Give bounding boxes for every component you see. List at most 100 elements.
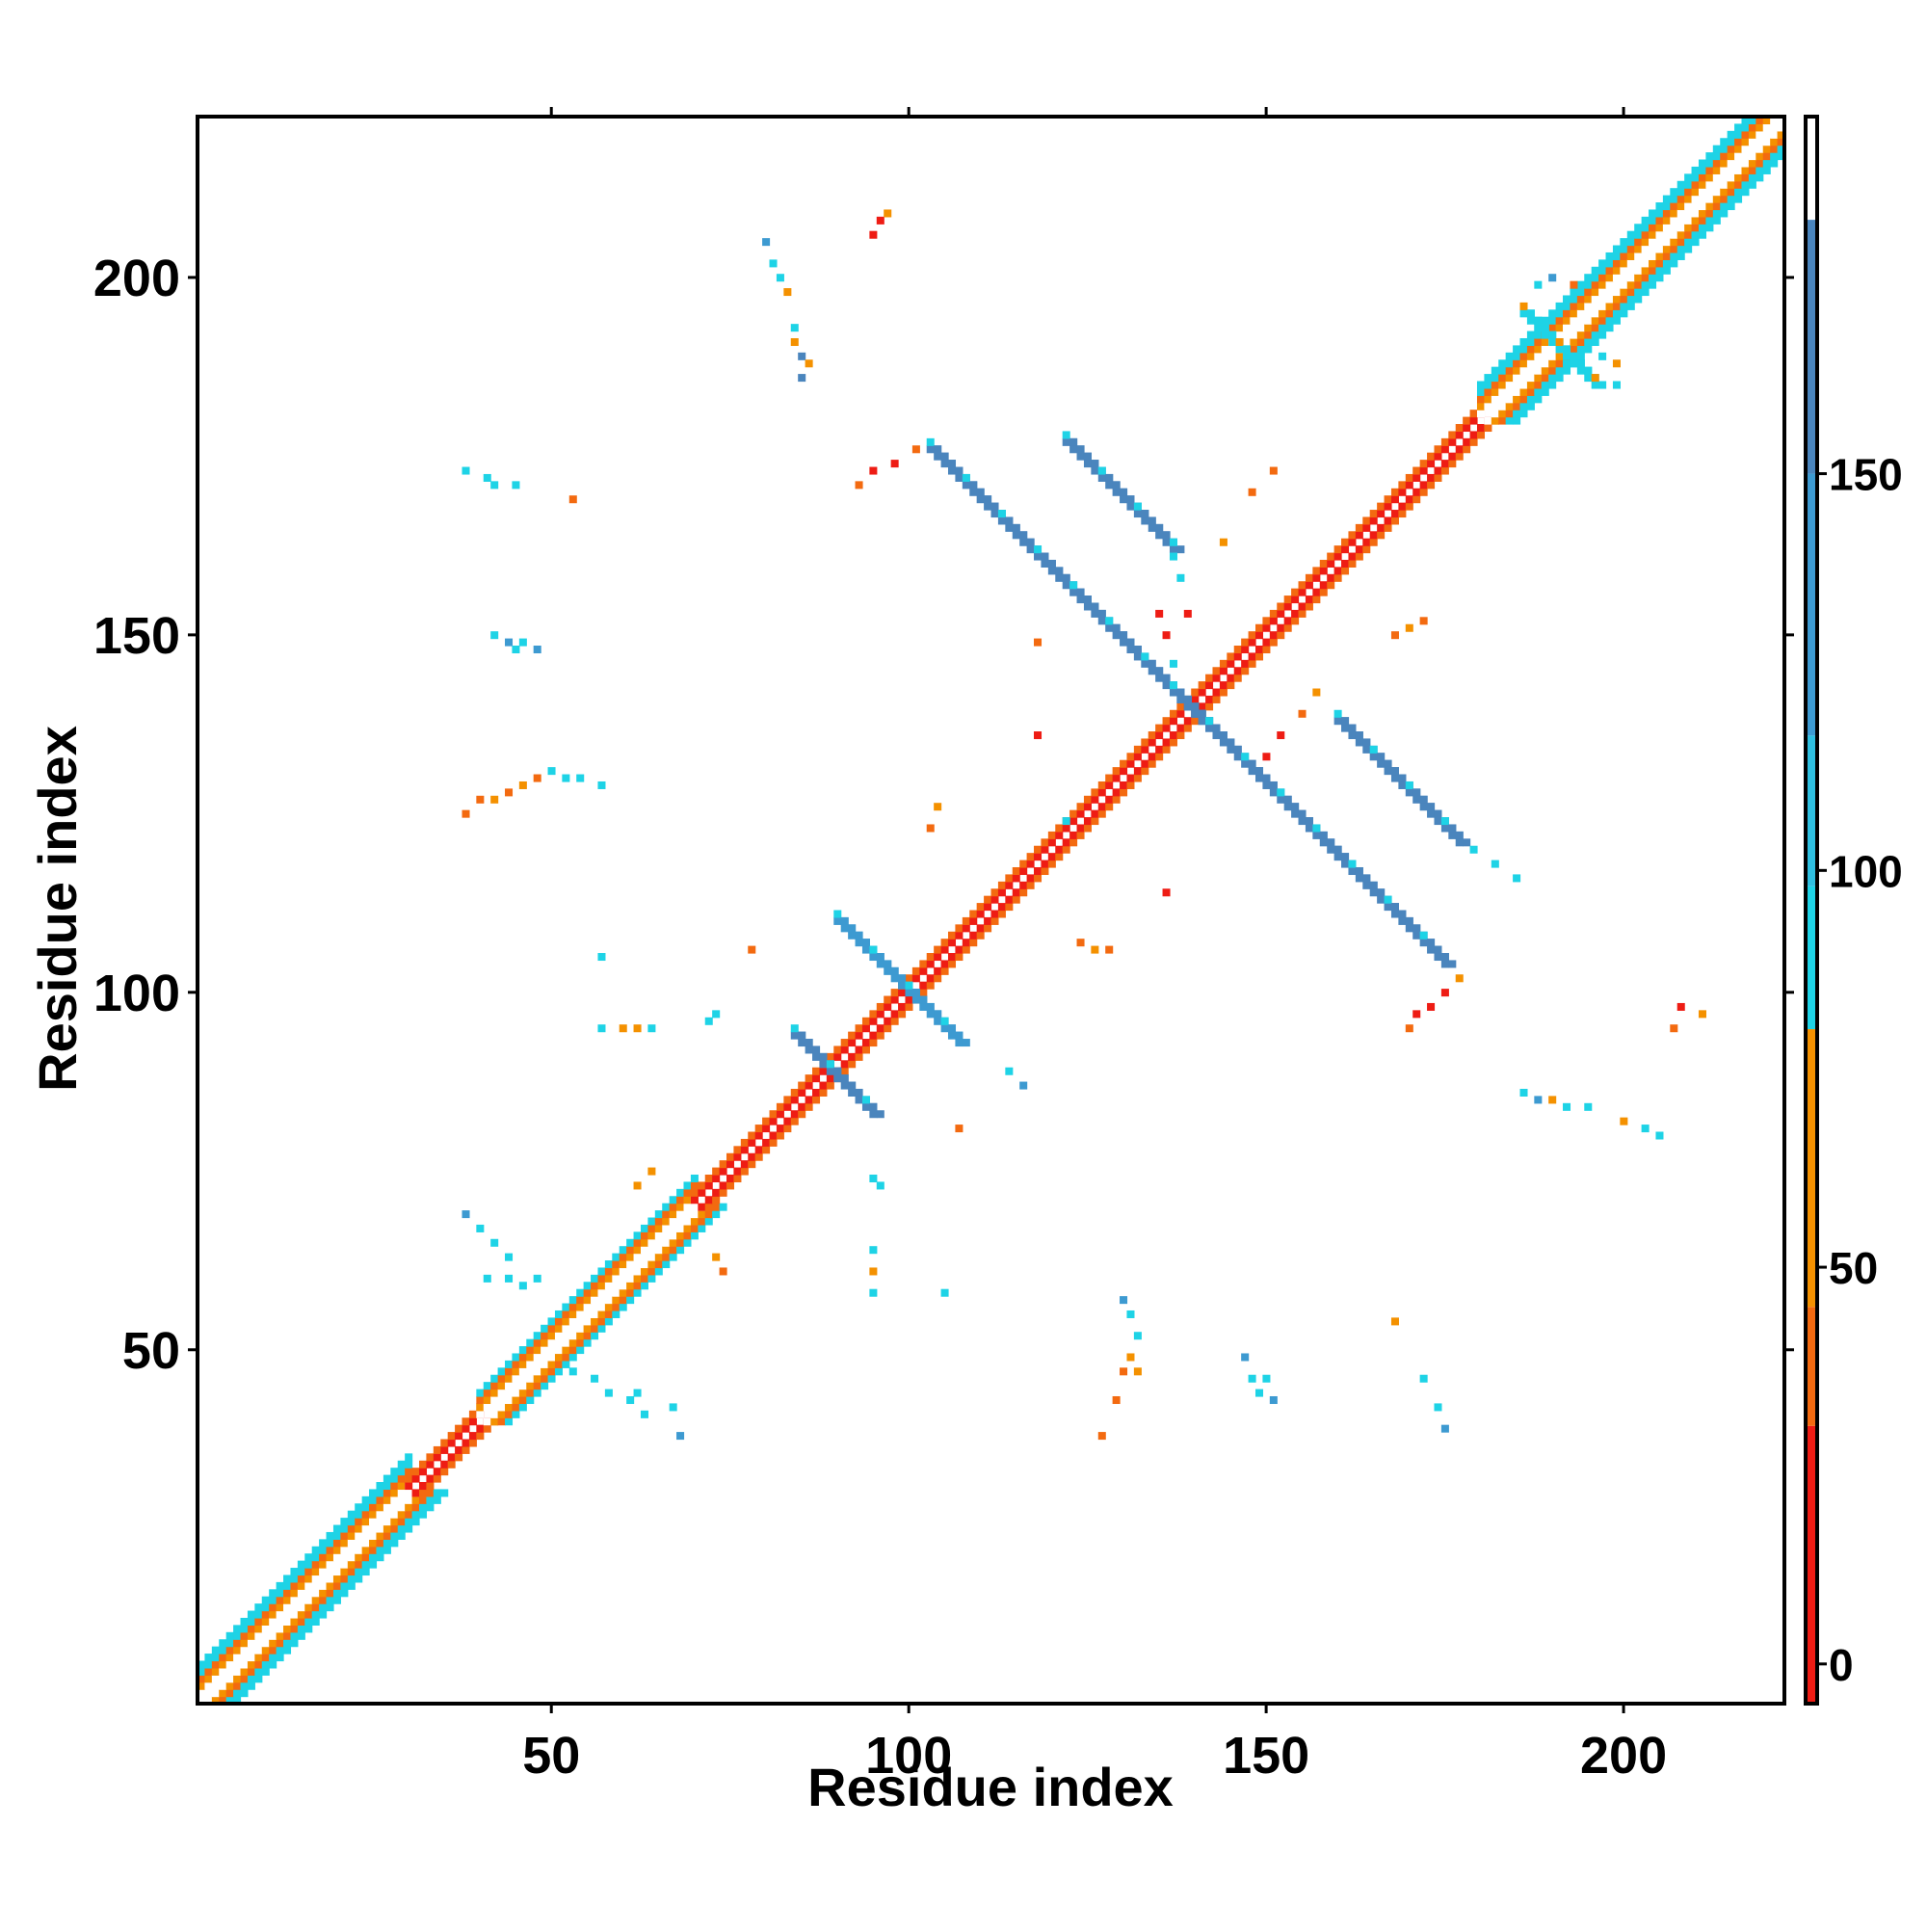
contact-cell [1105,945,1114,954]
contact-cell [940,460,949,468]
contact-cell [1133,1367,1142,1376]
contact-cell [397,1460,406,1469]
contact-cell [390,1524,399,1533]
contact-cell [497,1389,506,1397]
contact-cell [1205,674,1214,682]
contact-cell [1655,245,1664,253]
colorbar-tick-label: 50 [1829,1243,1878,1293]
contact-cell [890,966,899,975]
colorbar-band [1806,1307,1817,1426]
contact-cell [1348,860,1357,868]
contact-cell [1419,939,1428,947]
contact-cell [654,1253,663,1261]
contact-cell [1519,387,1528,396]
contact-cell [290,1617,299,1626]
contact-cell [997,516,1006,525]
contact-cell [311,1546,320,1554]
y-tick-label: 150 [93,607,180,665]
contact-cell [1198,709,1206,718]
contact-cell [1526,395,1535,404]
contact-cell [1777,145,1785,153]
contact-cell [1570,331,1578,339]
contact-cell [1727,159,1735,168]
contact-cell [1598,302,1607,310]
contact-cell [1469,431,1478,439]
contact-cell [1120,638,1128,647]
contact-cell [1498,359,1507,368]
contact-cell [1162,681,1171,690]
contact-cell [833,1067,842,1075]
contact-cell [1384,903,1392,912]
contact-cell [225,1646,234,1654]
contact-cell [1298,609,1307,618]
contact-cell [247,1617,255,1626]
contact-cell [754,1146,763,1154]
contact-cell [554,1360,563,1368]
contact-cell [955,1125,964,1133]
contact-cell [1019,531,1028,540]
contact-cell [669,1231,677,1240]
contact-cell [1598,381,1607,389]
contact-cell [276,1603,284,1612]
contact-cell [198,1660,206,1669]
contact-cell [1148,738,1156,747]
contact-cell [1548,1096,1557,1104]
contact-cell [512,1353,520,1362]
contact-cell [890,1017,899,1025]
contact-cell [1248,659,1256,668]
contact-cell [1120,631,1128,640]
contact-cell [261,1660,270,1669]
contact-cell [1112,1395,1121,1405]
contact-cell [1641,259,1650,268]
contact-cell [512,1395,520,1405]
contact-cell [1734,138,1743,146]
contact-cell [890,995,899,1004]
contact-cell [533,1332,541,1340]
y-tick-label: 50 [122,1322,180,1380]
contact-cell [861,1045,870,1054]
contact-cell [1620,251,1628,260]
contact-cell [1712,202,1721,211]
contact-cell [1377,753,1386,761]
contact-cell [1513,395,1521,404]
contact-cell [440,1468,449,1476]
contact-cell [1133,1332,1142,1340]
contact-cell [583,1282,592,1290]
contact-cell [254,1660,263,1669]
contact-cell [283,1625,292,1633]
contact-cell [1120,488,1128,496]
contact-cell [1341,559,1350,568]
contact-cell [1670,238,1678,247]
contact-cell [1563,295,1571,304]
contact-cell [997,903,1006,912]
contact-cell [1341,860,1350,868]
contact-cell [1612,266,1621,275]
contact-cell [947,466,957,475]
contact-cell [1705,209,1714,218]
contact-cell [1083,824,1092,833]
contact-cell [1455,831,1464,839]
contact-cell [1626,230,1635,239]
contact-cell [1091,466,1099,475]
contact-cell [1498,387,1507,396]
contact-cell [1120,495,1128,504]
contact-cell [1312,831,1321,839]
contact-cell [526,1338,535,1347]
contact-cell [1305,824,1313,833]
contact-cell [1384,523,1392,532]
contact-cell [869,1110,878,1119]
contact-cell [490,1410,499,1418]
contact-cell [719,1160,727,1169]
contact-cell [1762,145,1771,153]
contact-cell [1476,410,1486,418]
contact-cell [1620,266,1628,275]
contact-cell [1684,224,1693,232]
contact-cell [934,1010,942,1019]
contact-cell [748,1152,756,1161]
contact-cell [247,1639,255,1648]
contact-cell [683,1203,692,1211]
contact-cell [662,1224,671,1232]
contact-cell [947,1024,957,1033]
contact-cell [1440,953,1449,962]
contact-cell [490,1395,499,1405]
